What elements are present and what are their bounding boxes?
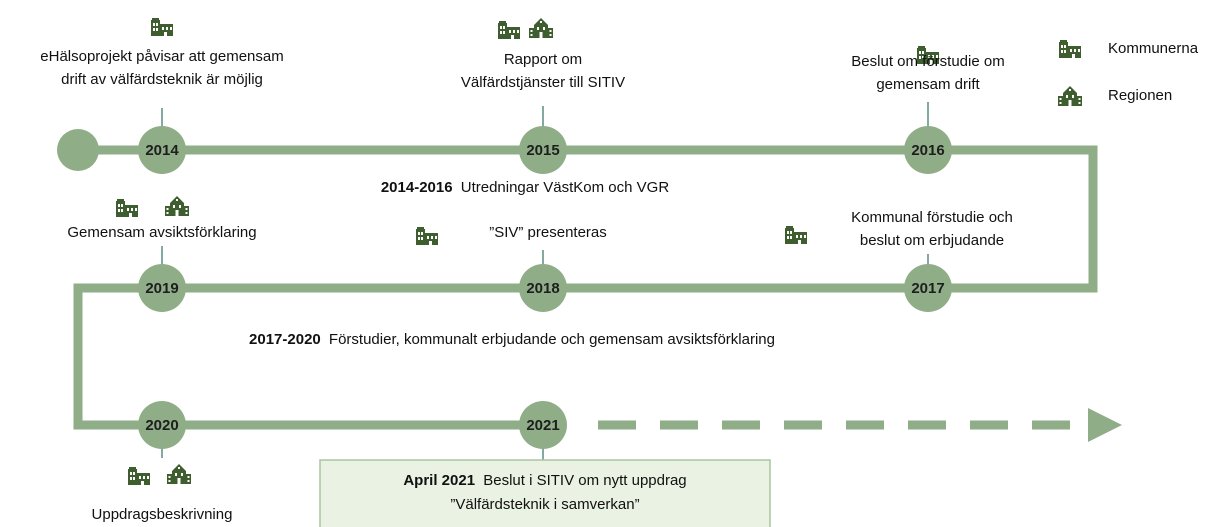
caption: beslut om erbjudande <box>860 232 1004 249</box>
caption: gemensam drift <box>876 76 980 93</box>
year-nodes: 2014 2015 2016 2017 2018 2019 2020 2021 <box>138 126 952 449</box>
year-node <box>904 264 952 312</box>
caption: Kommunal förstudie och <box>851 209 1013 226</box>
year-node <box>138 126 186 174</box>
year: 2014 <box>145 142 179 159</box>
caption: Beslut om förstudie om <box>851 53 1004 70</box>
legend-icon <box>1058 86 1082 106</box>
period-text: Förstudier, kommunalt erbjudande och gem… <box>329 331 775 348</box>
year-node <box>519 126 567 174</box>
arrow-head <box>1088 408 1122 442</box>
ticks <box>161 102 929 462</box>
year: 2015 <box>526 142 559 159</box>
legend-label: Regionen <box>1108 87 1172 104</box>
icon-kommun <box>785 226 807 244</box>
caption: Välfärdstjänster till SITIV <box>461 74 625 91</box>
period-years: 2014-2016 <box>381 179 453 196</box>
period: 2017-2020 Förstudier, kommunalt erbjudan… <box>249 331 775 348</box>
period-text: Utredningar VästKom och VGR <box>461 179 670 196</box>
year: 2019 <box>145 280 178 297</box>
year-node <box>519 264 567 312</box>
icon-kommun <box>416 227 438 245</box>
year: 2020 <box>145 417 178 434</box>
decision-text: Beslut i SITIV om nytt uppdrag <box>483 472 686 489</box>
decision-date: April 2021 <box>403 472 475 489</box>
caption: eHälsoprojekt påvisar att gemensam <box>40 48 283 65</box>
year-node <box>519 401 567 449</box>
start-dot <box>57 129 99 171</box>
year-node <box>138 401 186 449</box>
caption: Gemensam avsiktsförklaring <box>67 224 256 241</box>
icon-kommun <box>128 467 150 485</box>
icon-kommun <box>151 18 173 36</box>
period: 2014-2016 Utredningar VästKom och VGR <box>381 179 669 196</box>
icon-region <box>529 18 553 38</box>
legend-label: Kommunerna <box>1108 40 1199 57</box>
decision-box <box>319 459 771 527</box>
icon-region <box>165 196 189 216</box>
caption: Uppdragsbeskrivning <box>92 506 233 523</box>
caption: drift av välfärdsteknik är möjlig <box>61 71 263 88</box>
caption: Rapport om <box>504 51 582 68</box>
year-node <box>138 264 186 312</box>
legend-icon <box>1059 40 1081 58</box>
year: 2018 <box>526 280 559 297</box>
year-node <box>904 126 952 174</box>
icon-kommun <box>498 21 520 39</box>
icon-region <box>167 464 191 484</box>
period-years: 2017-2020 <box>249 331 321 348</box>
year: 2016 <box>911 142 944 159</box>
decision-line: April 2021 Beslut i SITIV om nytt uppdra… <box>403 472 686 489</box>
year: 2017 <box>911 280 944 297</box>
icon-kommun <box>116 199 138 217</box>
caption: ”SIV” presenteras <box>489 224 607 241</box>
decision-line2: ”Välfärdsteknik i samverkan” <box>450 496 639 513</box>
year: 2021 <box>526 417 559 434</box>
